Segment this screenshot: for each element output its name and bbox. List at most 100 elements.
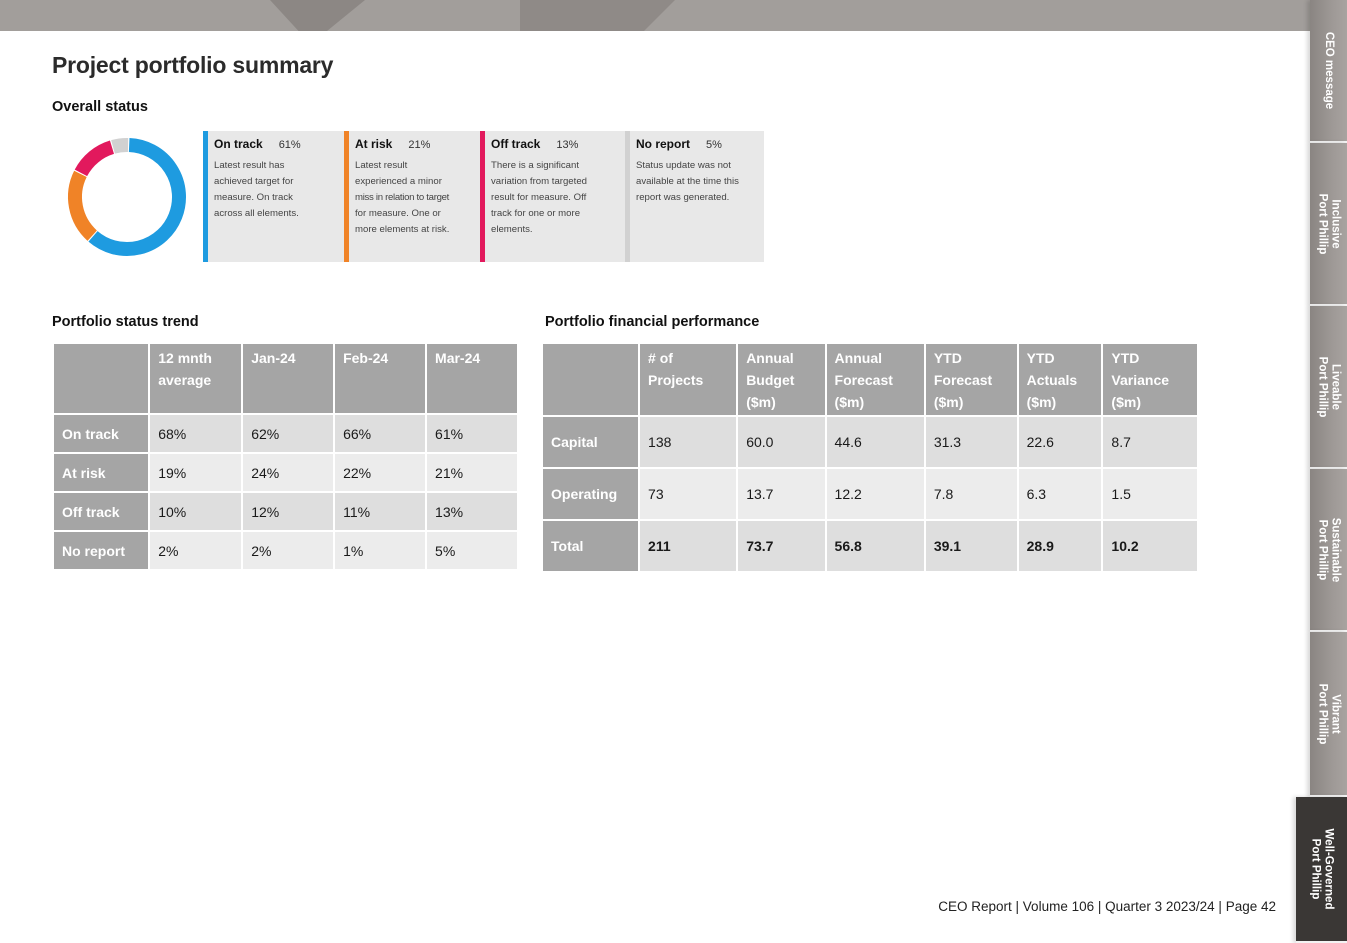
- table-row: On track 68% 62% 66% 61%: [51, 413, 519, 454]
- table-cell: 24%: [241, 452, 336, 493]
- donut-slice-on-track: [88, 138, 186, 256]
- table-cell: 1.5: [1101, 467, 1199, 521]
- overall-status-heading: Overall status: [52, 99, 148, 115]
- status-description: Latest result experienced a minor miss i…: [355, 158, 474, 238]
- status-name: No report: [636, 137, 690, 151]
- table-row: Operating 73 13.7 12.2 7.8 6.3 1.5: [540, 467, 1199, 521]
- table-cell: 6.3: [1016, 467, 1104, 521]
- tab-label: Port Phillip: [1316, 683, 1329, 744]
- financial-heading: Portfolio financial performance: [545, 314, 760, 330]
- table-cell: 12%: [241, 491, 336, 532]
- table-header-row: # of Projects Annual Budget ($m) Annual …: [540, 342, 1199, 417]
- tab-label: Well-Governed: [1322, 828, 1335, 910]
- description-line: measure. On track: [214, 192, 293, 203]
- tab-label: CEO message: [1323, 31, 1336, 110]
- column-header: Jan-24: [241, 342, 336, 415]
- table-row: No report 2% 2% 1% 5%: [51, 530, 519, 571]
- status-percent: 61%: [278, 139, 301, 151]
- table-cell: 19%: [148, 452, 244, 493]
- donut-slice-at-risk: [68, 170, 98, 241]
- table-cell: 22%: [333, 452, 428, 493]
- status-description: Latest result has achieved target for me…: [214, 158, 338, 222]
- table-cell: 56.8: [824, 519, 926, 573]
- tab-inclusive-port-phillip[interactable]: Inclusive Port Phillip: [1310, 143, 1347, 306]
- table-cell: 66%: [333, 413, 428, 454]
- row-header: Off track: [51, 491, 151, 532]
- tab-liveable-port-phillip[interactable]: Liveable Port Phillip: [1310, 306, 1347, 469]
- row-header: Operating: [540, 467, 641, 521]
- tab-sustainable-port-phillip[interactable]: Sustainable Port Phillip: [1310, 469, 1347, 632]
- description-line: Latest result: [355, 160, 408, 171]
- table-row: Off track 10% 12% 11% 13%: [51, 491, 519, 532]
- column-header: Annual Forecast ($m): [824, 342, 926, 417]
- table-cell: 10.2: [1101, 519, 1199, 573]
- top-banner: [0, 0, 1313, 31]
- column-header: 12 mnth average: [148, 342, 244, 415]
- status-percent: 13%: [556, 139, 579, 151]
- description-line: across all elements.: [214, 208, 299, 219]
- tab-label: Port Phillip: [1316, 193, 1329, 254]
- row-header: Total: [540, 519, 641, 573]
- table-row-total: Total 211 73.7 56.8 39.1 28.9 10.2: [540, 519, 1199, 573]
- table-cell: 68%: [148, 413, 244, 454]
- column-header: Mar-24: [425, 342, 519, 415]
- description-line: Status update was not: [636, 160, 731, 171]
- table-header-row: 12 mnth average Jan-24 Feb-24 Mar-24: [51, 342, 519, 415]
- table-cell: 8.7: [1101, 415, 1199, 469]
- status-card-at-risk: At risk 21% Latest result experienced a m…: [344, 131, 480, 262]
- column-header: YTD Actuals ($m): [1016, 342, 1104, 417]
- table-cell: 10%: [148, 491, 244, 532]
- table-cell: 21%: [425, 452, 519, 493]
- table-cell: 31.3: [923, 415, 1019, 469]
- tab-label: Port Phillip: [1316, 356, 1329, 417]
- table-cell: 7.8: [923, 467, 1019, 521]
- column-header: YTD Variance ($m): [1101, 342, 1199, 417]
- banner-shape: [270, 0, 365, 31]
- table-cell: 44.6: [824, 415, 926, 469]
- table-cell: 73: [638, 467, 739, 521]
- description-line: available at the time this: [636, 176, 739, 187]
- table-cell: 2%: [241, 530, 336, 571]
- description-line: experienced a minor: [355, 176, 442, 187]
- table-cell: 28.9: [1016, 519, 1104, 573]
- page-title: Project portfolio summary: [52, 52, 334, 78]
- tab-label: Vibrant: [1329, 693, 1342, 734]
- tab-ceo-message[interactable]: CEO message: [1310, 0, 1347, 143]
- description-line: for measure. One or: [355, 208, 441, 219]
- table-cell: 11%: [333, 491, 428, 532]
- table-cell: 73.7: [736, 519, 827, 573]
- status-percent: 5%: [706, 139, 722, 151]
- description-line: more elements at risk.: [355, 224, 450, 235]
- status-percent: 21%: [408, 139, 431, 151]
- banner-shape: [520, 0, 675, 31]
- table-cell: 211: [638, 519, 739, 573]
- table-cell: 22.6: [1016, 415, 1104, 469]
- financial-table: # of Projects Annual Budget ($m) Annual …: [540, 342, 1199, 573]
- status-donut-chart: [68, 138, 186, 256]
- column-header: YTD Forecast ($m): [923, 342, 1019, 417]
- table-row: At risk 19% 24% 22% 21%: [51, 452, 519, 493]
- status-trend-heading: Portfolio status trend: [52, 314, 199, 330]
- table-cell: 2%: [148, 530, 244, 571]
- table-row: Capital 138 60.0 44.6 31.3 22.6 8.7: [540, 415, 1199, 469]
- table-cell: 62%: [241, 413, 336, 454]
- column-header: Annual Budget ($m): [736, 342, 827, 417]
- status-description: There is a significant variation from ta…: [491, 158, 619, 238]
- table-corner: [51, 342, 151, 415]
- status-name: Off track: [491, 137, 541, 151]
- row-header: At risk: [51, 452, 151, 493]
- column-header: # of Projects: [638, 342, 739, 417]
- table-cell: 60.0: [736, 415, 827, 469]
- table-cell: 1%: [333, 530, 428, 571]
- tab-well-governed-port-phillip[interactable]: Well-Governed Port Phillip: [1296, 797, 1347, 943]
- description-line: There is a significant: [491, 160, 579, 171]
- status-description: Status update was not available at the t…: [636, 158, 758, 206]
- row-header: No report: [51, 530, 151, 571]
- row-header: On track: [51, 413, 151, 454]
- table-cell: 138: [638, 415, 739, 469]
- tab-label: Port Phillip: [1316, 519, 1329, 580]
- description-line: variation from targeted: [491, 176, 587, 187]
- tab-vibrant-port-phillip[interactable]: Vibrant Port Phillip: [1310, 632, 1347, 797]
- table-cell: 5%: [425, 530, 519, 571]
- description-line: achieved target for: [214, 176, 294, 187]
